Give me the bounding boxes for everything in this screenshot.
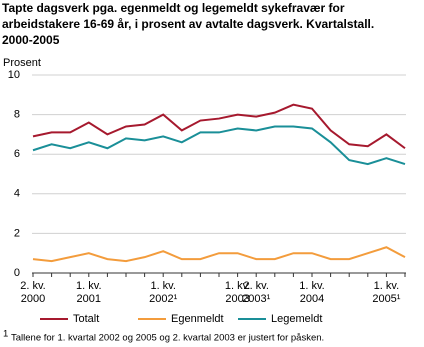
y-tick-label: 10 (8, 69, 20, 81)
x-tick-label: 1. kv. 2005¹ (372, 280, 400, 305)
series-line (32, 103, 406, 150)
x-tick-label: 1. kv. 2003 (225, 280, 250, 305)
legend-label: Egenmeldt (171, 313, 224, 325)
x-tick-label: 1. kv. 2001 (76, 280, 101, 305)
series-line (32, 246, 406, 263)
series-line (32, 125, 406, 166)
x-tick-label: 1. kv. 2002¹ (149, 280, 177, 305)
legend-label: Legemeldt (271, 313, 322, 325)
y-tick-label: 0 (14, 267, 20, 279)
footnote-marker: 1 (3, 329, 8, 340)
chart-title: 2000-2005 (2, 33, 60, 47)
chart-title: Tapte dagsverk pga. egenmeldt og legemel… (2, 1, 345, 15)
y-tick-label: 8 (14, 109, 20, 121)
footnote: Tallene for 1. kvartal 2002 og 2005 og 2… (11, 333, 324, 344)
y-tick-label: 2 (14, 227, 20, 239)
legend-label: Totalt (73, 313, 99, 325)
x-tick-label: 2. kv. 2000 (20, 280, 45, 305)
x-tick-label: 1. kv. 2004 (299, 280, 324, 305)
y-axis-label: Prosent (3, 57, 41, 69)
y-tick-label: 6 (14, 148, 20, 160)
x-tick-label: 2. kv. 2003¹ (242, 280, 270, 305)
y-tick-label: 4 (14, 188, 20, 200)
chart-title: arbeidstakere 16-69 år, i prosent av avt… (2, 17, 374, 31)
